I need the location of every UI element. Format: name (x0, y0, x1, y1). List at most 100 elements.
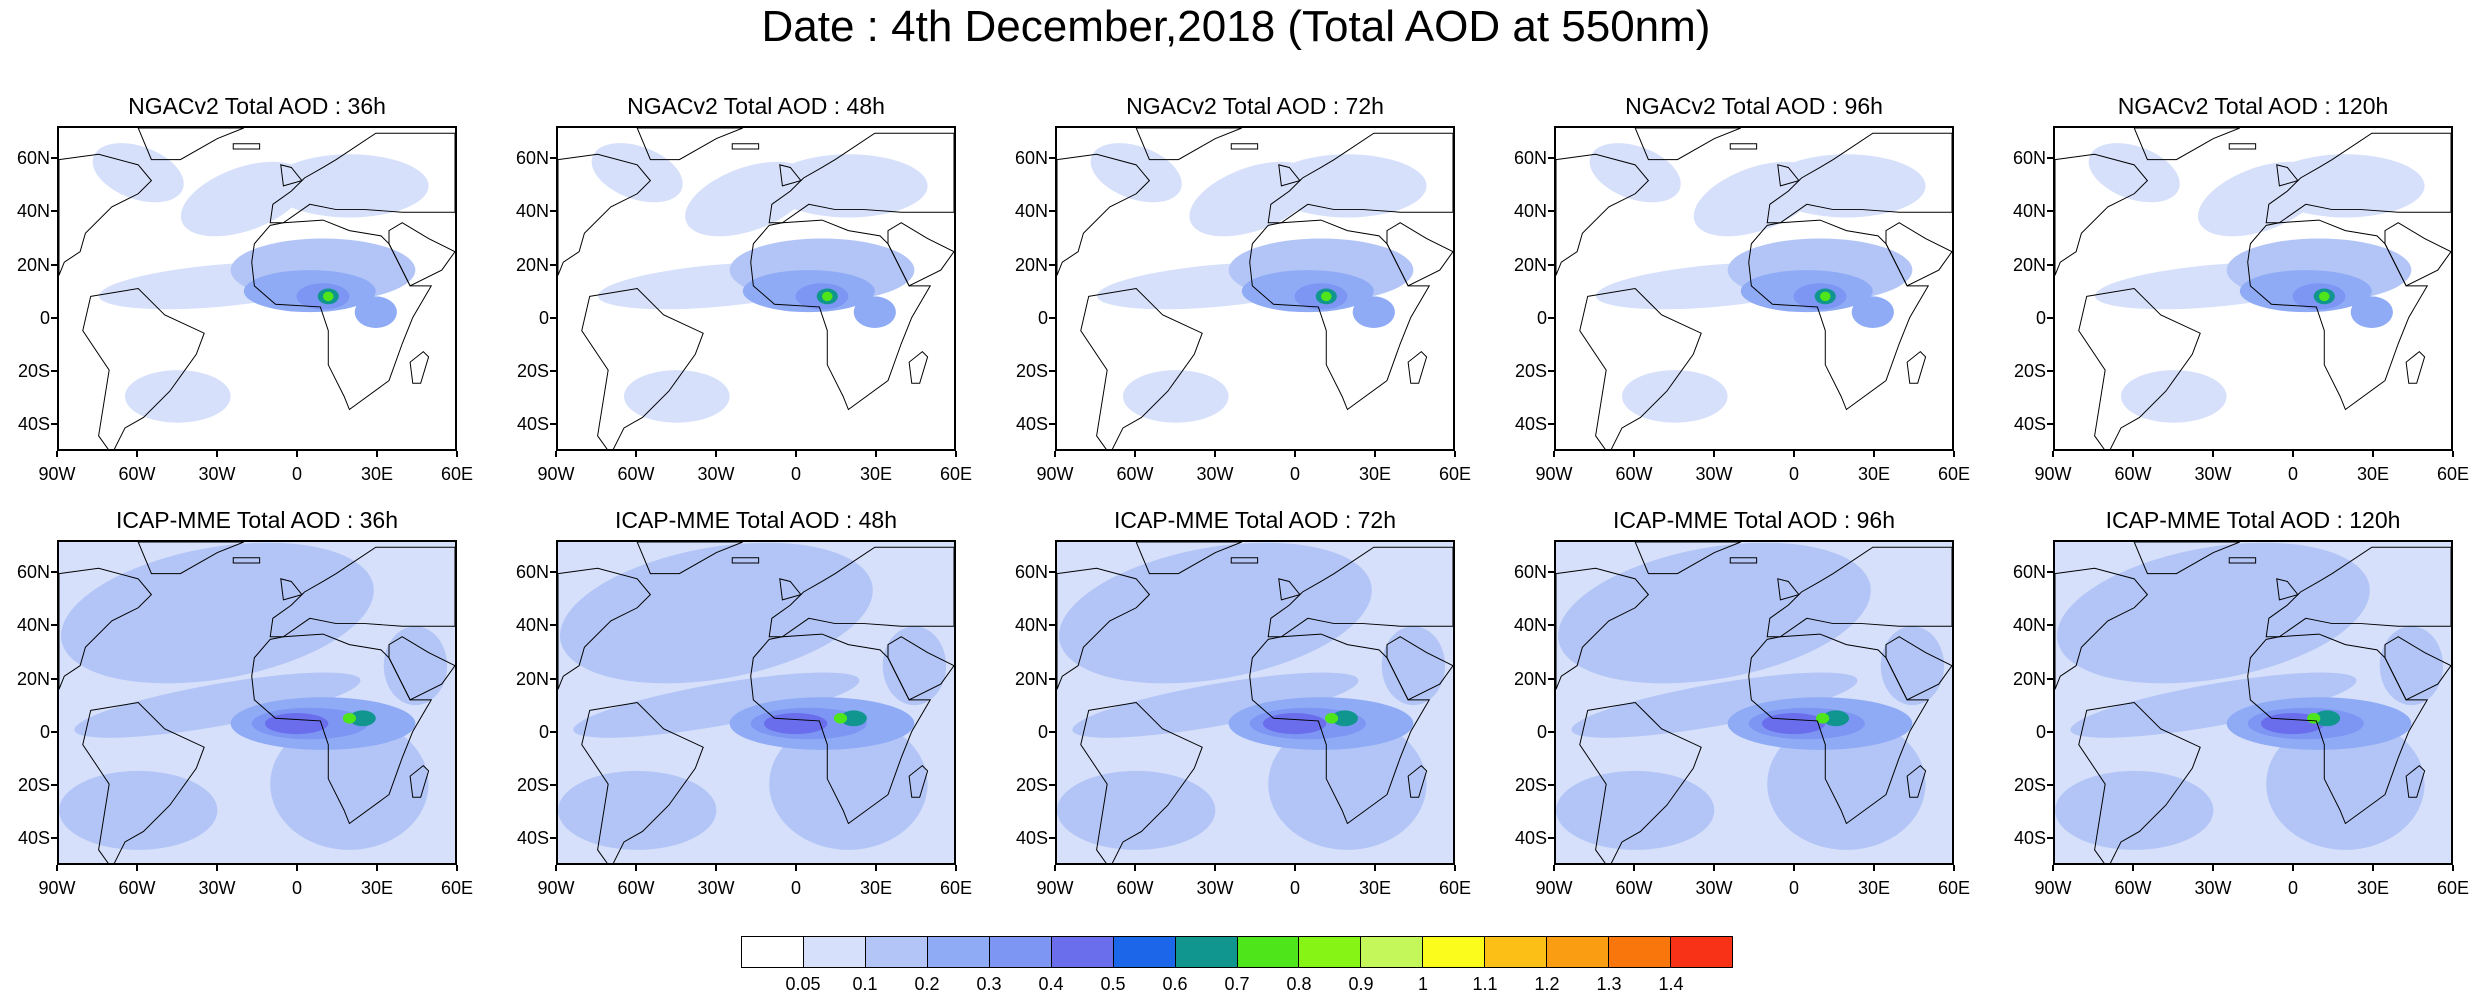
lat-tick-mark (550, 263, 556, 266)
coastline (1885, 222, 1952, 287)
lon-tick-label: 30E (1358, 464, 1392, 484)
aod-contour (624, 370, 730, 423)
aod-contour (342, 713, 357, 724)
aod-contour (1057, 770, 1216, 850)
lon-tick-mark (1713, 865, 1715, 871)
lat-tick-label: 40S (1514, 414, 1547, 435)
lat-tick-label: 60N (16, 561, 50, 582)
aod-map-svg (1057, 542, 1453, 863)
coastline (1135, 542, 1242, 575)
aod-contour (769, 718, 928, 850)
lat-tick-label: 20N (16, 668, 50, 689)
lon-tick-mark (1214, 451, 1216, 457)
coastline (1579, 287, 1702, 449)
lat-tick-label: 20S (2013, 361, 2046, 382)
lat-tick-label: 40S (516, 414, 549, 435)
aod-map (57, 126, 457, 451)
lon-tick-mark (1633, 865, 1635, 871)
lon-tick-mark (555, 865, 557, 871)
lat-tick-mark (1049, 210, 1055, 213)
lat-tick-label: 20S (516, 361, 549, 382)
coastline (731, 143, 760, 150)
panel-title: ICAP-MME Total AOD : 72h (1113, 507, 1397, 533)
coastline (1057, 153, 1151, 276)
lat-tick-mark (550, 210, 556, 213)
lon-tick-label: 60W (617, 878, 655, 898)
colorbar-label: 0.2 (914, 974, 940, 994)
aod-map (2053, 126, 2453, 451)
lat-tick-label: 60N (1014, 561, 1048, 582)
lon-tick-label: 60W (617, 464, 655, 484)
coastline (779, 164, 802, 187)
aod-contour (1880, 626, 1945, 706)
lat-tick-mark (2047, 677, 2053, 680)
lon-tick-label: 30E (1857, 878, 1891, 898)
coastline (1267, 132, 1453, 224)
lon-tick-label: 60W (1615, 464, 1653, 484)
lat-tick-mark (1548, 210, 1554, 213)
lon-tick-label: 0 (291, 464, 302, 484)
aod-contour (2313, 710, 2341, 727)
colorbar-label: 0.3 (976, 974, 1002, 994)
coastline (269, 546, 455, 638)
lon-tick-mark (795, 865, 797, 871)
aod-contour (840, 710, 867, 727)
lat-tick-mark (1548, 316, 1554, 319)
coastline (1249, 633, 1431, 825)
lat-tick-label: 0 (39, 307, 50, 328)
lat-tick-label: 40N (1014, 615, 1048, 636)
colorbar-swatch (1175, 937, 1238, 967)
lat-tick-label: 20N (515, 668, 549, 689)
lon-tick-mark (1214, 865, 1216, 871)
colorbar-swatch (1237, 937, 1300, 967)
lon-tick-mark (2372, 865, 2374, 871)
lon-tick-label: 90W (537, 464, 575, 484)
coastline (1748, 633, 1930, 825)
lat-tick-mark (2047, 316, 2053, 319)
lat-tick-label: 20N (2012, 254, 2046, 275)
lat-tick-mark (51, 316, 57, 319)
panel-title: ICAP-MME Total AOD : 120h (2105, 507, 2401, 533)
lon-tick-label: 30W (1196, 464, 1234, 484)
lat-tick-label: 20N (1513, 254, 1547, 275)
lon-tick-mark (2292, 451, 2294, 457)
colorbar-label: 1.4 (1658, 974, 1684, 994)
lat-tick-label: 20N (16, 254, 50, 275)
lon-tick-mark (136, 865, 138, 871)
lon-tick-label: 0 (1289, 878, 1300, 898)
lat-tick-mark (51, 677, 57, 680)
aod-contour (383, 626, 448, 706)
lat-tick-label: 40N (2012, 615, 2046, 636)
aod-contour (833, 713, 848, 724)
lat-tick-mark (1548, 784, 1554, 787)
lat-tick-label: 60N (2012, 147, 2046, 168)
panel-title: NGACv2 Total AOD : 72h (1126, 93, 1384, 119)
coastline (59, 567, 153, 690)
aod-contour (853, 296, 896, 328)
lon-tick-mark (1793, 865, 1795, 871)
coastline (137, 128, 244, 161)
map-panel: ICAP-MME Total AOD : 120h 60N 40N 20N 0 20S 40… (1996, 506, 2472, 898)
aod-contour (1321, 291, 1332, 302)
coastline (1230, 143, 1259, 150)
lat-tick-mark (1049, 423, 1055, 426)
lon-tick-mark (2132, 451, 2134, 457)
lon-tick-label: 90W (38, 878, 76, 898)
lon-tick-label: 60E (1438, 878, 1472, 898)
colorbar (741, 936, 1733, 968)
lat-tick-mark (1049, 570, 1055, 573)
lat-tick-mark (1548, 730, 1554, 733)
map-panel: ICAP-MME Total AOD : 72h 60N 40N 20N 0 20S 40S… (998, 506, 1478, 898)
lat-tick-label: 20S (516, 775, 549, 796)
lat-tick-label: 0 (1536, 307, 1547, 328)
aod-contour (1556, 770, 1715, 850)
aod-map-svg (1556, 542, 1952, 863)
lat-tick-label: 0 (2035, 307, 2046, 328)
map-panel: ICAP-MME Total AOD : 36h 60N 40N 20N 0 20S 40S… (0, 506, 480, 898)
lat-tick-label: 60N (1513, 561, 1547, 582)
aod-contour (1851, 296, 1894, 328)
aod-contour (1816, 713, 1830, 724)
lon-tick-mark (1873, 865, 1875, 871)
coastline (750, 633, 932, 825)
aod-contour (2055, 770, 2214, 850)
